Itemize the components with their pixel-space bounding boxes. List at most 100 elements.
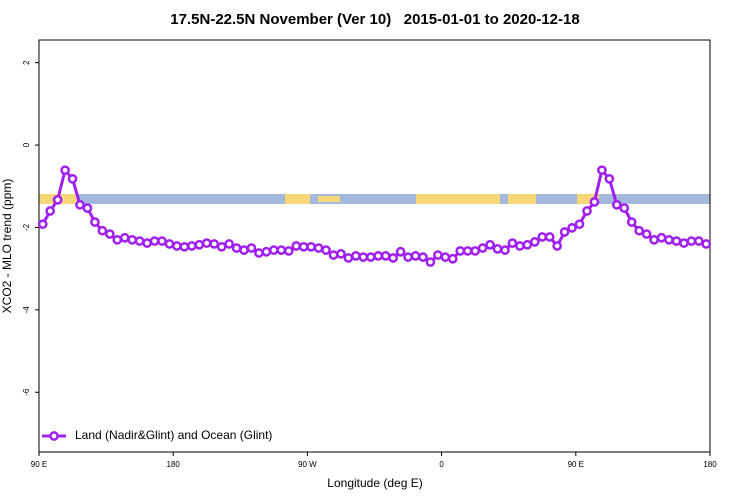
- plot-frame: [38, 39, 711, 453]
- data-point: [574, 219, 585, 230]
- chart-title: 17.5N-22.5N November (Ver 10) 2015-01-01…: [170, 11, 579, 28]
- data-point: [328, 250, 339, 260]
- data-point: [537, 232, 548, 242]
- data-point: [552, 241, 563, 251]
- data-point: [619, 203, 630, 213]
- data-point: [611, 199, 622, 210]
- data-point: [97, 225, 108, 236]
- data-point: [254, 248, 264, 258]
- x-tick-label: 90 E: [568, 460, 584, 469]
- data-point: [276, 245, 287, 255]
- data-point: [37, 219, 48, 230]
- data-point: [358, 252, 369, 262]
- data-point: [75, 199, 85, 210]
- data-point: [112, 234, 123, 245]
- data-point: [172, 241, 182, 251]
- data-point: [365, 252, 376, 262]
- data-point: [104, 229, 115, 239]
- data-point: [626, 217, 637, 227]
- data-point: [164, 239, 175, 249]
- y-tick-label: 0: [22, 142, 31, 147]
- data-point: [485, 239, 495, 250]
- legend-label: Land (Nadir&Glint) and Ocean (Glint): [75, 428, 272, 442]
- y-tick-label: -6: [22, 388, 31, 396]
- y-tick-label: -2: [22, 223, 31, 231]
- data-point: [231, 243, 242, 253]
- x-tick-label: 180: [167, 460, 181, 469]
- x-tick-label: 90 W: [298, 460, 317, 469]
- legend: Land (Nadir&Glint) and Ocean (Glint): [42, 428, 272, 442]
- data-point: [149, 236, 160, 246]
- data-point: [462, 246, 473, 256]
- data-point: [351, 251, 361, 261]
- data-point: [433, 250, 443, 260]
- data-point: [544, 232, 555, 242]
- data-point: [67, 173, 78, 184]
- data-point: [388, 253, 398, 263]
- data-point: [90, 217, 100, 227]
- data-point: [269, 245, 279, 255]
- data-point: [261, 246, 272, 257]
- data-point: [447, 253, 458, 264]
- data-point: [157, 236, 167, 246]
- data-point: [455, 246, 466, 256]
- data-point: [425, 257, 436, 267]
- data-point: [373, 251, 384, 261]
- x-axis-label: Longitude (deg E): [327, 476, 422, 490]
- data-point: [410, 251, 421, 261]
- data-point: [679, 238, 689, 248]
- data-point: [701, 239, 712, 249]
- data-point: [500, 245, 510, 255]
- data-point: [179, 241, 190, 252]
- data-point: [597, 165, 607, 176]
- data-point: [641, 229, 652, 239]
- data-point: [582, 206, 592, 216]
- data-point: [52, 195, 63, 205]
- data-point: [224, 239, 234, 249]
- data-point: [589, 197, 600, 207]
- x-tick-label: 0: [439, 460, 444, 469]
- data-point: [492, 244, 503, 254]
- data-point: [529, 237, 540, 247]
- data-point: [395, 246, 406, 257]
- y-tick-label: -4: [22, 306, 31, 314]
- data-point: [656, 232, 667, 243]
- data-point: [671, 236, 682, 246]
- data-point: [440, 252, 451, 262]
- data-point: [239, 245, 249, 255]
- data-point: [567, 223, 577, 233]
- data-point: [82, 203, 93, 213]
- data-point: [604, 173, 615, 184]
- data-point: [649, 234, 659, 245]
- data-point: [418, 252, 428, 262]
- data-point: [403, 252, 413, 262]
- data-point: [283, 246, 294, 256]
- data-point: [515, 241, 525, 251]
- data-point: [686, 236, 697, 246]
- data-point: [634, 225, 645, 236]
- data-point: [313, 243, 324, 253]
- data-point: [194, 239, 205, 250]
- data-point: [477, 243, 488, 253]
- data-point: [142, 238, 152, 248]
- data-point: [522, 239, 533, 250]
- data-point: [291, 241, 302, 251]
- data-point: [186, 241, 197, 251]
- data-point: [336, 248, 346, 259]
- land-ocean-strip: [39, 194, 710, 204]
- data-point: [693, 236, 704, 246]
- data-point: [559, 227, 570, 237]
- y-axis-label: XCO2 - MLO trend (ppm): [0, 179, 14, 314]
- legend-marker: [49, 431, 59, 441]
- series-line: [41, 166, 707, 264]
- data-point: [134, 236, 145, 246]
- data-point: [209, 239, 220, 249]
- data-point: [45, 206, 56, 216]
- data-point: [60, 165, 70, 176]
- data-point: [321, 245, 331, 255]
- data-point: [470, 246, 480, 256]
- x-tick-label: 90 E: [31, 460, 47, 469]
- data-point: [380, 251, 391, 261]
- data-point: [664, 234, 674, 245]
